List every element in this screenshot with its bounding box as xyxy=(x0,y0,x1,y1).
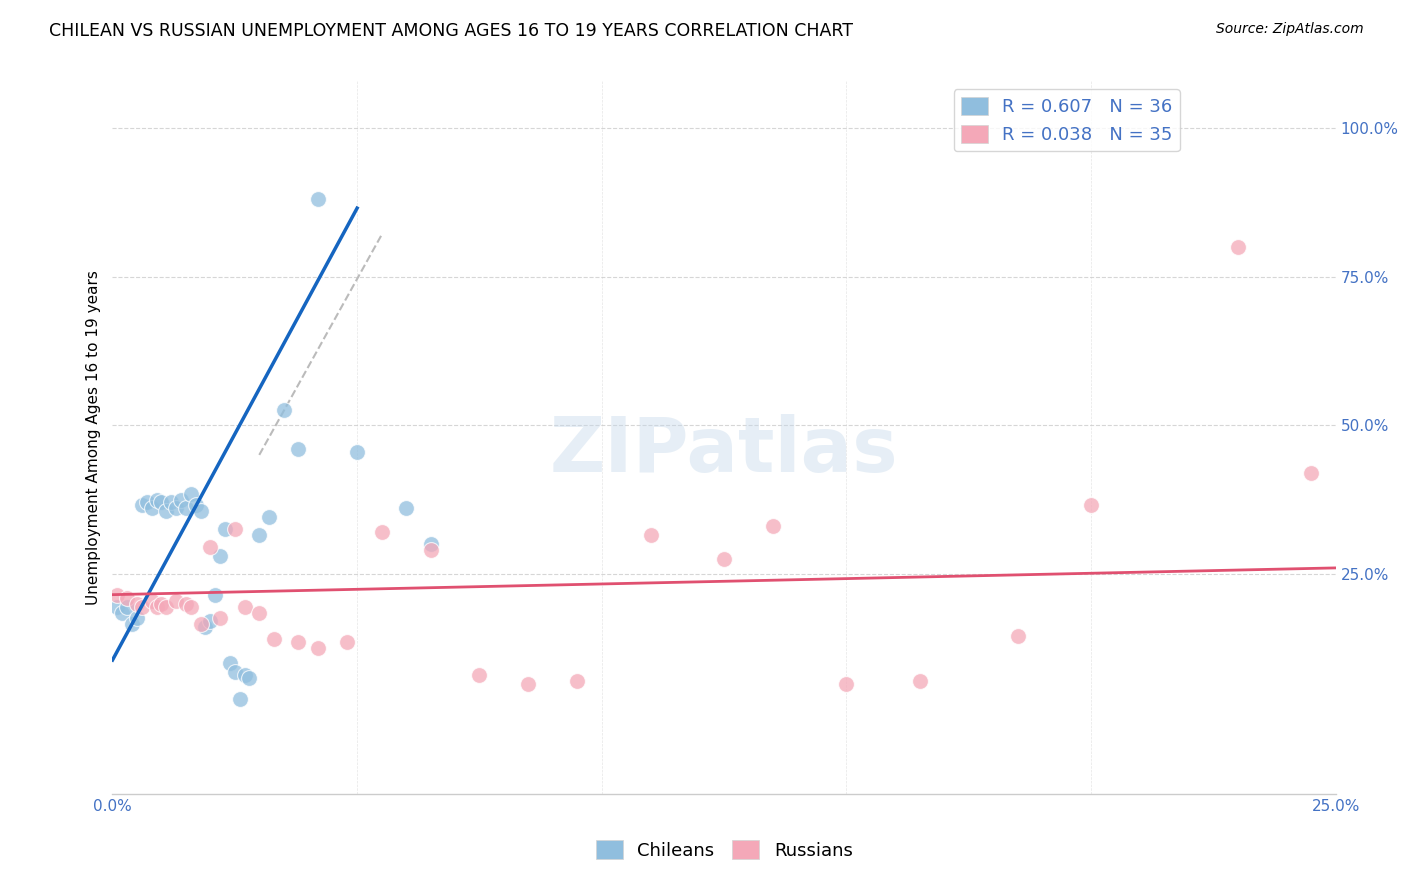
Point xyxy=(233,599,256,614)
Point xyxy=(150,495,173,509)
Point xyxy=(468,668,491,682)
Point xyxy=(247,528,270,542)
Point xyxy=(155,599,177,614)
Point xyxy=(567,673,589,688)
Point xyxy=(238,671,260,685)
Point xyxy=(200,615,222,629)
Point xyxy=(160,495,183,509)
Legend: Chileans, Russians: Chileans, Russians xyxy=(588,833,860,867)
Point xyxy=(908,673,931,688)
Point xyxy=(346,445,368,459)
Point xyxy=(135,495,157,509)
Point xyxy=(307,192,329,206)
Point xyxy=(307,641,329,656)
Y-axis label: Unemployment Among Ages 16 to 19 years: Unemployment Among Ages 16 to 19 years xyxy=(86,269,101,605)
Point xyxy=(184,499,207,513)
Text: CHILEAN VS RUSSIAN UNEMPLOYMENT AMONG AGES 16 TO 19 YEARS CORRELATION CHART: CHILEAN VS RUSSIAN UNEMPLOYMENT AMONG AG… xyxy=(49,22,853,40)
Point xyxy=(1226,240,1249,254)
Point xyxy=(145,599,167,614)
Point xyxy=(141,501,163,516)
Point xyxy=(105,599,128,614)
Point xyxy=(214,522,236,536)
Point xyxy=(835,677,858,691)
Point xyxy=(165,593,187,607)
Point xyxy=(174,501,197,516)
Point xyxy=(145,492,167,507)
Point xyxy=(190,617,212,632)
Point xyxy=(762,519,785,533)
Point xyxy=(141,593,163,607)
Point xyxy=(395,501,418,516)
Point xyxy=(131,499,153,513)
Point xyxy=(228,691,250,706)
Point xyxy=(194,620,217,634)
Point xyxy=(517,677,540,691)
Point xyxy=(125,597,148,611)
Point xyxy=(336,635,359,649)
Point xyxy=(121,617,143,632)
Point xyxy=(1301,466,1323,480)
Point xyxy=(131,599,153,614)
Point xyxy=(174,597,197,611)
Point xyxy=(263,632,285,647)
Point xyxy=(111,606,134,620)
Point xyxy=(233,668,256,682)
Point xyxy=(287,442,309,456)
Point xyxy=(287,635,309,649)
Text: ZIPatlas: ZIPatlas xyxy=(550,415,898,488)
Point xyxy=(170,492,193,507)
Point xyxy=(713,552,735,566)
Point xyxy=(209,549,232,563)
Point xyxy=(640,528,662,542)
Point xyxy=(200,540,222,554)
Point xyxy=(370,525,392,540)
Point xyxy=(273,403,295,417)
Point xyxy=(419,537,441,551)
Point xyxy=(1080,499,1102,513)
Point xyxy=(224,522,246,536)
Point xyxy=(180,599,202,614)
Point xyxy=(180,486,202,500)
Text: Source: ZipAtlas.com: Source: ZipAtlas.com xyxy=(1216,22,1364,37)
Point xyxy=(190,504,212,518)
Point xyxy=(115,599,138,614)
Point xyxy=(105,588,128,602)
Point xyxy=(204,588,226,602)
Point xyxy=(1007,629,1029,643)
Point xyxy=(150,597,173,611)
Point xyxy=(419,543,441,558)
Point xyxy=(257,510,280,524)
Point xyxy=(224,665,246,679)
Point xyxy=(165,501,187,516)
Point xyxy=(125,611,148,625)
Point xyxy=(115,591,138,605)
Point xyxy=(155,504,177,518)
Point xyxy=(247,606,270,620)
Point xyxy=(219,656,242,670)
Point xyxy=(209,611,232,625)
